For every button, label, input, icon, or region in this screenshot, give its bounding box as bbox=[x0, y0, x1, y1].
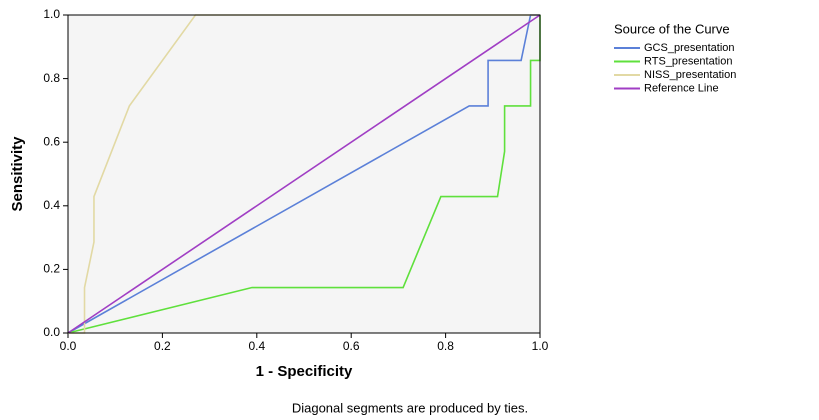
legend-label: Reference Line bbox=[644, 82, 719, 94]
x-tick-label: 1.0 bbox=[532, 339, 549, 353]
plot-border bbox=[67, 14, 541, 334]
y-tick-label: 0.4 bbox=[43, 198, 60, 212]
y-axis-title: Sensitivity bbox=[9, 136, 26, 212]
legend-label: NISS_presentation bbox=[644, 69, 736, 81]
roc-line bbox=[67, 14, 541, 334]
y-tick-label: 0.0 bbox=[43, 325, 60, 339]
x-tick-label: 0.4 bbox=[248, 339, 265, 353]
footnote: Diagonal segments are produced by ties. bbox=[292, 400, 528, 415]
x-tick-label: 0.0 bbox=[60, 339, 77, 353]
y-tick-label: 1.0 bbox=[43, 7, 60, 21]
x-tick-label: 0.2 bbox=[154, 339, 171, 353]
roc-line bbox=[67, 15, 541, 334]
x-tick-label: 0.8 bbox=[437, 339, 454, 353]
legend-label: GCS_presentation bbox=[644, 42, 735, 54]
x-tick-label: 0.6 bbox=[343, 339, 360, 353]
y-tick-label: 0.2 bbox=[43, 262, 60, 276]
roc-line bbox=[68, 14, 540, 334]
legend-label: RTS_presentation bbox=[644, 55, 732, 67]
x-axis-title: 1 - Specificity bbox=[256, 363, 353, 380]
y-tick-label: 0.6 bbox=[43, 134, 60, 148]
legend-title: Source of the Curve bbox=[614, 21, 730, 36]
y-tick-label: 0.8 bbox=[43, 71, 60, 85]
